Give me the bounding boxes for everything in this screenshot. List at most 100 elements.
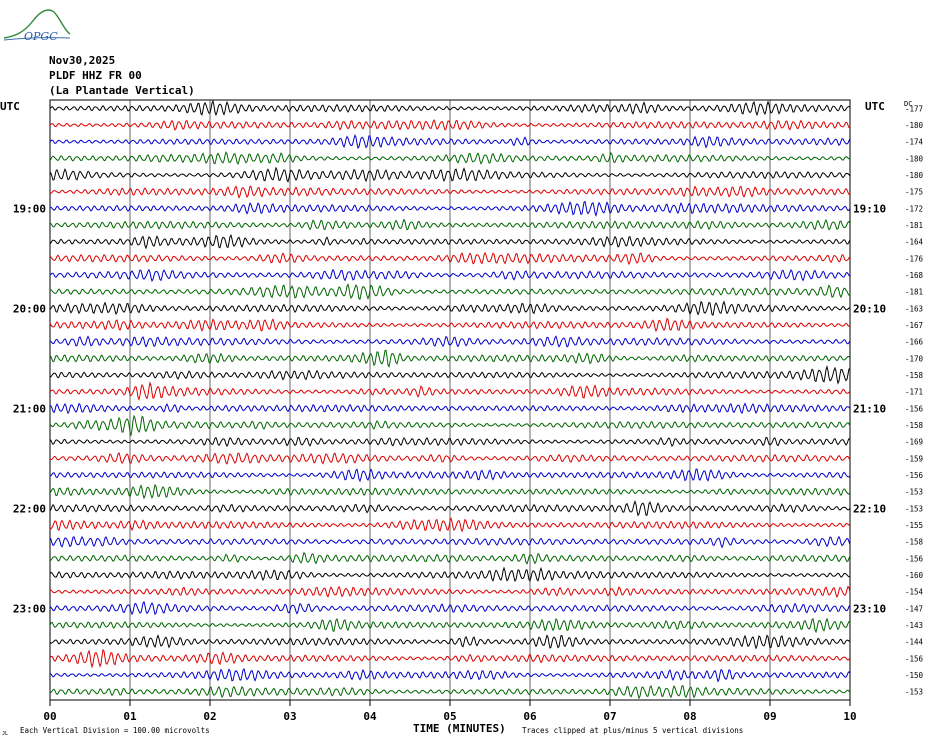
x-tick-label-07: 07 bbox=[603, 710, 616, 723]
dc-offset-row-6: -172 bbox=[905, 204, 923, 213]
left-time-label-19:00: 19:00 bbox=[13, 202, 46, 215]
dc-offset-row-26: -158 bbox=[905, 538, 924, 547]
dc-offset-row-21: -159 bbox=[905, 454, 923, 463]
trace-row-32 bbox=[49, 634, 851, 650]
x-tick-label-02: 02 bbox=[203, 710, 216, 723]
trace-row-34 bbox=[49, 667, 851, 683]
trace-row-6 bbox=[49, 200, 851, 217]
left-time-label-23:00: 23:00 bbox=[13, 602, 46, 615]
x-tick-label-08: 08 bbox=[683, 710, 696, 723]
left-time-label-22:00: 22:00 bbox=[13, 502, 46, 515]
dc-offset-row-34: -150 bbox=[905, 671, 924, 680]
trace-row-31 bbox=[49, 617, 851, 634]
trace-row-4 bbox=[49, 166, 851, 183]
trace-row-19 bbox=[49, 414, 851, 437]
trace-row-26 bbox=[49, 535, 851, 549]
trace-row-11 bbox=[49, 283, 851, 300]
dc-offset-row-8: -164 bbox=[905, 238, 924, 247]
trace-row-2 bbox=[49, 133, 851, 150]
trace-row-7 bbox=[49, 218, 851, 231]
right-time-label-20:10: 20:10 bbox=[853, 302, 886, 315]
dc-offset-row-3: -180 bbox=[905, 154, 924, 163]
trace-row-22 bbox=[49, 468, 851, 483]
dc-offset-row-12: -163 bbox=[905, 304, 923, 313]
trace-row-24 bbox=[49, 500, 851, 517]
footer-mark: JL bbox=[2, 731, 8, 737]
dc-offset-row-13: -167 bbox=[905, 321, 923, 330]
x-tick-label-00: 00 bbox=[43, 710, 56, 723]
header-date: Nov30,2025 bbox=[49, 54, 116, 67]
trace-row-3 bbox=[49, 151, 851, 165]
dc-offset-row-33: -156 bbox=[905, 654, 924, 663]
dc-offset-row-25: -155 bbox=[905, 521, 923, 530]
trace-row-1 bbox=[49, 118, 851, 131]
dc-offset-row-27: -156 bbox=[905, 554, 924, 563]
x-tick-label-01: 01 bbox=[123, 710, 137, 723]
dc-offset-row-5: -175 bbox=[905, 188, 923, 197]
x-tick-label-05: 05 bbox=[443, 710, 456, 723]
trace-row-16 bbox=[49, 365, 851, 385]
trace-row-27 bbox=[49, 551, 851, 565]
x-tick-label-09: 09 bbox=[763, 710, 776, 723]
logo-mountain-icon bbox=[3, 9, 71, 39]
dc-offset-row-10: -168 bbox=[905, 271, 924, 280]
dc-offset-row-0: -177 bbox=[905, 104, 923, 113]
footer-scale-note: Each Vertical Division = 100.00 microvol… bbox=[20, 726, 210, 735]
dc-offset-row-23: -153 bbox=[905, 488, 923, 497]
dc-offset-row-18: -156 bbox=[905, 404, 924, 413]
left-time-label-20:00: 20:00 bbox=[13, 302, 46, 315]
dc-offset-row-30: -147 bbox=[905, 604, 923, 613]
trace-row-21 bbox=[49, 451, 851, 465]
trace-row-15 bbox=[49, 349, 851, 369]
dc-offset-row-15: -170 bbox=[905, 354, 924, 363]
footer-clip-note: Traces clipped at plus/minus 5 vertical … bbox=[522, 726, 743, 735]
trace-row-29 bbox=[49, 585, 851, 599]
x-tick-label-03: 03 bbox=[283, 710, 296, 723]
vertical-gridlines bbox=[129, 100, 771, 700]
dc-offset-row-22: -156 bbox=[905, 471, 924, 480]
trace-row-12 bbox=[49, 300, 851, 317]
dc-offset-row-16: -158 bbox=[905, 371, 924, 380]
dc-offset-row-9: -176 bbox=[905, 254, 924, 263]
right-time-label-19:10: 19:10 bbox=[853, 202, 886, 215]
x-axis-title: TIME (MINUTES) bbox=[413, 722, 506, 735]
dc-header-label: DC bbox=[904, 100, 912, 108]
header-station: PLDF HHZ FR 00 bbox=[49, 69, 142, 82]
header-location: (La Plantade Vertical) bbox=[49, 84, 195, 97]
dc-offset-row-20: -169 bbox=[905, 438, 923, 447]
trace-row-9 bbox=[49, 251, 851, 266]
dc-offset-labels: -177 -180 -174 -180 -180 -175 -172 -181 -164 -176… bbox=[905, 104, 924, 696]
trace-row-35 bbox=[49, 684, 851, 700]
right-time-label-23:10: 23:10 bbox=[853, 602, 886, 615]
dc-offset-row-14: -166 bbox=[905, 338, 924, 347]
trace-row-14 bbox=[49, 335, 851, 348]
time-labels: 19:00 20:00 21:00 22:00 23:00 19:10 20:10 21:10… bbox=[13, 202, 886, 615]
x-tick-label-10: 10 bbox=[843, 710, 856, 723]
dc-offset-row-4: -180 bbox=[905, 171, 924, 180]
trace-row-18 bbox=[49, 402, 851, 415]
trace-row-33 bbox=[49, 648, 851, 669]
dc-offset-row-29: -154 bbox=[905, 588, 924, 597]
trace-row-8 bbox=[49, 233, 851, 250]
trace-row-13 bbox=[49, 317, 851, 333]
logo-text: OPGC bbox=[24, 30, 58, 43]
left-utc-label: UTC bbox=[0, 100, 20, 113]
right-time-label-22:10: 22:10 bbox=[853, 502, 886, 515]
dc-offset-row-7: -181 bbox=[905, 221, 923, 230]
opgc-logo: OPGC bbox=[3, 9, 71, 43]
trace-row-23 bbox=[49, 483, 851, 500]
x-tick-label-04: 04 bbox=[363, 710, 377, 723]
trace-row-17 bbox=[49, 381, 851, 401]
right-utc-label: UTC bbox=[865, 100, 885, 113]
trace-row-20 bbox=[49, 436, 851, 448]
dc-offset-row-35: -153 bbox=[905, 688, 923, 697]
dc-offset-row-28: -160 bbox=[905, 571, 924, 580]
dc-offset-row-31: -143 bbox=[905, 621, 923, 630]
dc-offset-row-1: -180 bbox=[905, 121, 924, 130]
dc-offset-row-19: -158 bbox=[905, 421, 924, 430]
x-axis-ticks: 00 01 02 03 04 05 06 07 08 09 10 bbox=[43, 700, 857, 723]
dc-offset-row-11: -181 bbox=[905, 288, 923, 297]
dc-offset-row-17: -171 bbox=[905, 388, 923, 397]
dc-offset-row-2: -174 bbox=[905, 138, 924, 147]
